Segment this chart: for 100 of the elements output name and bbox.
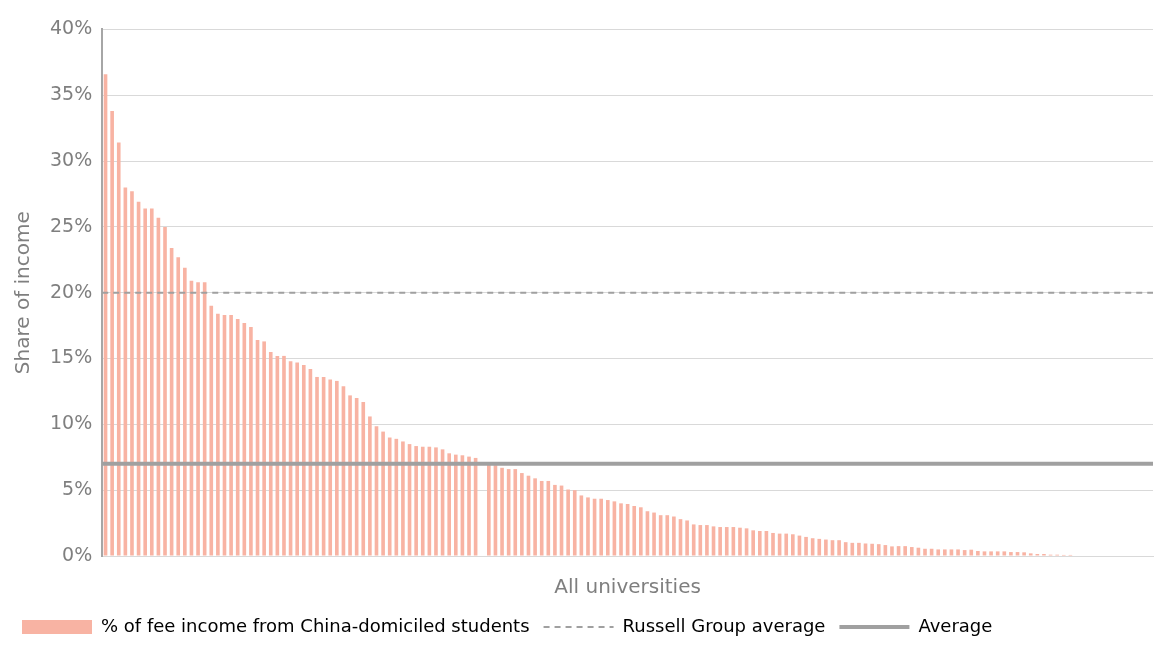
bar xyxy=(890,546,894,556)
bar xyxy=(553,484,557,556)
bar xyxy=(235,319,240,556)
bar xyxy=(447,453,451,556)
y-tick-label: 20% xyxy=(50,279,93,302)
bar xyxy=(665,515,670,556)
y-tick-label: 5% xyxy=(62,477,93,500)
bar xyxy=(249,326,253,556)
y-tick-label: 10% xyxy=(50,411,93,434)
bar xyxy=(301,365,306,556)
legend-label: Average xyxy=(918,614,993,636)
bar xyxy=(467,456,471,556)
bar xyxy=(149,208,154,556)
bar xyxy=(824,539,828,556)
bar xyxy=(923,548,927,556)
bar xyxy=(116,142,121,556)
y-axis-title: Share of income xyxy=(10,211,35,375)
bar xyxy=(401,441,405,556)
bar xyxy=(335,380,339,556)
bar xyxy=(718,527,722,556)
bar xyxy=(619,503,623,556)
bar xyxy=(738,527,742,556)
bar xyxy=(870,543,874,556)
bar xyxy=(196,282,200,556)
bar xyxy=(295,362,299,556)
bar xyxy=(143,208,147,556)
y-tick-label: 25% xyxy=(50,213,93,236)
legend-label: % of fee income from China-domiciled students xyxy=(101,614,530,636)
bar xyxy=(453,454,458,556)
bar xyxy=(771,532,775,556)
bar xyxy=(513,469,518,556)
bar xyxy=(572,490,577,556)
bar xyxy=(962,550,967,556)
bar xyxy=(1015,552,1020,556)
bar xyxy=(876,544,881,556)
bar xyxy=(989,551,993,556)
bar xyxy=(110,111,114,556)
bar xyxy=(130,191,134,556)
bar xyxy=(381,431,385,556)
bar xyxy=(546,480,551,556)
bar xyxy=(757,530,762,556)
bar xyxy=(724,527,729,556)
bar xyxy=(420,446,425,556)
bar xyxy=(850,542,855,556)
bar xyxy=(705,525,709,556)
bar xyxy=(698,525,703,556)
bar xyxy=(1002,551,1007,556)
bar xyxy=(632,505,637,556)
bar xyxy=(599,498,603,556)
bar xyxy=(672,516,676,556)
bar xyxy=(487,463,491,556)
bar xyxy=(348,395,352,556)
bar xyxy=(1028,553,1033,556)
bar xyxy=(751,530,755,556)
bar xyxy=(176,257,181,556)
bar xyxy=(183,267,187,556)
bar xyxy=(784,533,789,556)
bar xyxy=(414,446,418,556)
bar xyxy=(691,524,696,556)
bar xyxy=(982,551,987,556)
bar xyxy=(791,534,795,556)
bar xyxy=(969,549,974,556)
bar xyxy=(837,540,841,556)
bar xyxy=(843,542,848,556)
bar xyxy=(262,341,266,556)
bar xyxy=(652,512,656,556)
bar xyxy=(229,315,233,556)
legend-label: Russell Group average xyxy=(622,614,826,636)
bar xyxy=(909,547,914,556)
bar xyxy=(387,437,392,556)
y-tick-label: 40% xyxy=(50,16,93,39)
bar xyxy=(209,305,214,556)
bar xyxy=(1009,552,1013,556)
bar xyxy=(949,549,954,556)
bar xyxy=(857,542,861,556)
bar xyxy=(242,322,247,556)
bar xyxy=(368,416,372,556)
bar xyxy=(533,478,537,556)
bar xyxy=(817,538,822,556)
x-axis-title: All universities xyxy=(554,574,701,599)
bar xyxy=(361,401,366,556)
bar xyxy=(936,549,941,556)
bar xyxy=(394,438,399,556)
bar xyxy=(586,497,590,556)
bar xyxy=(566,489,570,556)
y-tick-label: 15% xyxy=(50,345,93,368)
bar xyxy=(804,536,808,556)
bar xyxy=(976,551,980,556)
bar xyxy=(328,379,333,556)
bar xyxy=(282,355,286,556)
y-tick-label: 30% xyxy=(50,147,93,170)
bar xyxy=(163,226,167,556)
bar xyxy=(605,500,610,556)
bar xyxy=(500,467,504,556)
bar xyxy=(1022,552,1026,556)
bar xyxy=(956,549,960,556)
y-tick-label: 35% xyxy=(50,82,93,105)
bar xyxy=(268,351,273,556)
y-tick-label: 0% xyxy=(62,542,93,565)
bar xyxy=(216,313,220,556)
